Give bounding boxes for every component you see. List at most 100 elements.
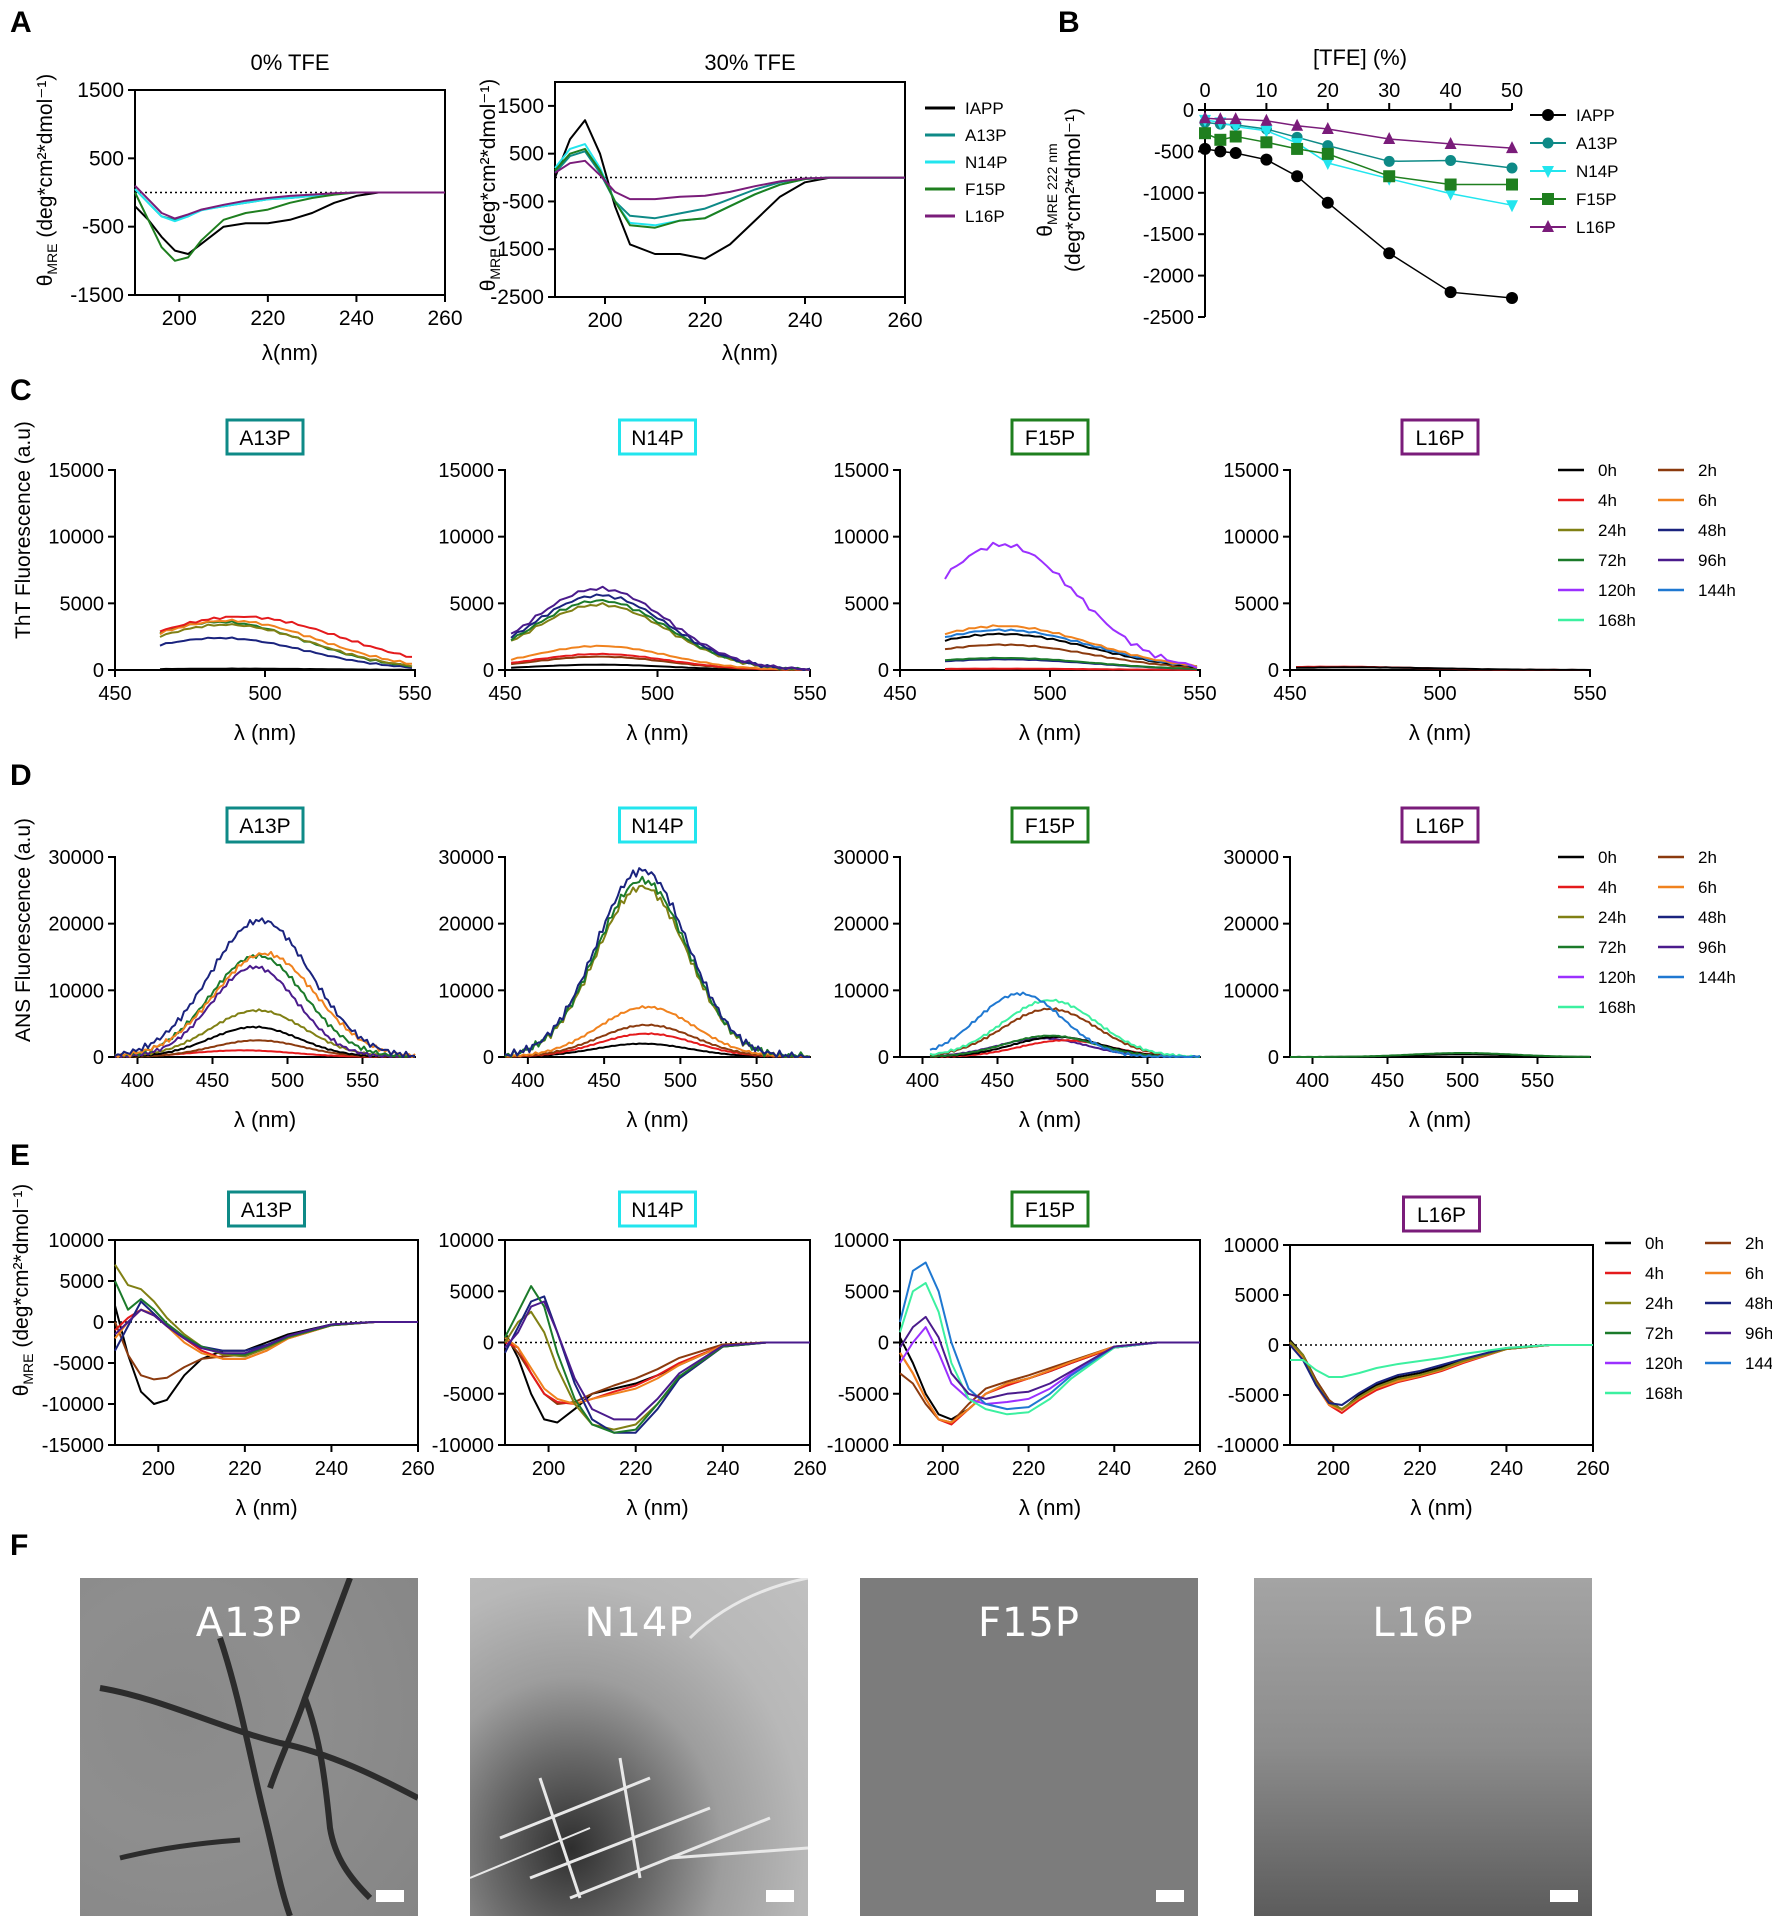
x-tick-label: 450 bbox=[883, 683, 916, 705]
x-tick-label: 50 bbox=[1501, 80, 1523, 102]
series-line-96h bbox=[510, 585, 811, 671]
legend-label-72h: 72h bbox=[1598, 938, 1626, 957]
y-tick-label: 5000 bbox=[1235, 593, 1280, 615]
subplot-l16p: L16P 200 220 240 260 10000 5000 0 -5000 -10000 λ (… bbox=[1217, 1195, 1610, 1520]
x-tick-label: 220 bbox=[250, 307, 285, 330]
x-axis-label: λ (nm) bbox=[626, 1495, 688, 1520]
x-tick-label: 240 bbox=[1098, 1458, 1131, 1480]
series-line-6h bbox=[114, 950, 416, 1058]
panel-b-ylabel-line2: (deg*cm²*dmol⁻¹) bbox=[1062, 108, 1085, 272]
y-tick-label: 0 bbox=[93, 1047, 104, 1069]
y-tick-label: 15000 bbox=[48, 460, 104, 482]
legend-label-n14p: N14P bbox=[965, 153, 1008, 172]
x-tick-label: 400 bbox=[511, 1070, 544, 1092]
y-tick-label: 5000 bbox=[450, 1281, 495, 1303]
x-tick-label: 260 bbox=[1183, 1458, 1216, 1480]
y-tick-label: 5000 bbox=[845, 593, 890, 615]
series-line-2h bbox=[929, 1007, 1201, 1058]
subplot-a13p: A13P 400 450 500 550 30000 20000 10000 0 λ (nm) bbox=[48, 806, 417, 1132]
x-tick-label: 400 bbox=[121, 1070, 154, 1092]
series-line-48h bbox=[1289, 1344, 1593, 1406]
legend-label-iapp: IAPP bbox=[965, 99, 1004, 118]
x-tick-label: 400 bbox=[906, 1070, 939, 1092]
tem-image-f15p: F15P bbox=[860, 1578, 1198, 1916]
point-N14P bbox=[1321, 157, 1334, 170]
legend-label-72h: 72h bbox=[1645, 1324, 1673, 1343]
x-tick-label: 240 bbox=[787, 309, 822, 332]
y-tick-label: 0 bbox=[878, 660, 889, 682]
y-tick-label: -1500 bbox=[490, 238, 544, 261]
scale-bar bbox=[766, 1890, 794, 1902]
panel-letter-e: E bbox=[10, 1139, 30, 1172]
x-tick-label: 200 bbox=[587, 309, 622, 332]
y-tick-label: 5000 bbox=[60, 593, 105, 615]
x-tick-label: 220 bbox=[687, 309, 722, 332]
subplot-l16p: L16P 400 450 500 550 30000 20000 10000 0 λ (nm) bbox=[1223, 806, 1592, 1132]
point-L16P bbox=[1199, 111, 1211, 124]
point-F15P bbox=[1321, 147, 1334, 160]
series-line-6h bbox=[944, 624, 1198, 668]
series-line-2h bbox=[504, 1023, 811, 1058]
y-tick-label: 0 bbox=[483, 660, 494, 682]
y-tick-label: -5000 bbox=[838, 1384, 889, 1406]
series-line-0h bbox=[114, 1025, 416, 1058]
x-tick-label: 500 bbox=[1033, 683, 1066, 705]
legend-label-120h: 120h bbox=[1598, 581, 1636, 600]
y-tick-label: 500 bbox=[509, 143, 544, 166]
y-tick-label: -2500 bbox=[1143, 307, 1194, 329]
subplot-title-box bbox=[227, 1190, 306, 1228]
series-line-96h bbox=[114, 964, 416, 1058]
point-legend-F15P bbox=[1542, 193, 1554, 205]
x-tick-label: 450 bbox=[1273, 683, 1306, 705]
x-tick-label: 260 bbox=[401, 1458, 434, 1480]
panel-a-left-title: 0% TFE bbox=[250, 50, 329, 75]
panel-b-legend: IAPP A13P N14P F15P L16P bbox=[1530, 106, 1619, 237]
x-tick-label: 500 bbox=[1056, 1070, 1089, 1092]
legend-label-6h: 6h bbox=[1745, 1264, 1764, 1283]
y-tick-label: -2500 bbox=[490, 286, 544, 309]
subplot-l16p: L16P 450 500 550 15000 10000 5000 0 λ (nm) bbox=[1223, 418, 1607, 745]
x-tick-label: 500 bbox=[271, 1070, 304, 1092]
x-tick-label: 550 bbox=[1183, 683, 1216, 705]
x-axis-label: λ (nm) bbox=[234, 1107, 296, 1132]
legend-label-168h: 168h bbox=[1598, 611, 1636, 630]
panel-e-ylabel: θMRE (deg*cm²*dmol⁻¹) bbox=[10, 1184, 36, 1397]
subplot-title-l16p: L16P bbox=[1415, 427, 1464, 450]
x-axis-label: λ (nm) bbox=[1409, 1107, 1471, 1132]
panel-e-legend: 0h 4h 24h 72h 120h 168h 2h 6h 48h 96h 144h bbox=[1605, 1234, 1772, 1403]
x-tick-label: 20 bbox=[1317, 80, 1339, 102]
series-line-72h bbox=[944, 656, 1198, 671]
legend-label-f15p: F15P bbox=[965, 180, 1006, 199]
legend-label-6h: 6h bbox=[1698, 491, 1717, 510]
y-tick-label: -10000 bbox=[1217, 1435, 1279, 1457]
x-tick-label: 200 bbox=[926, 1458, 959, 1480]
x-tick-label: 200 bbox=[142, 1458, 175, 1480]
series-line-24h bbox=[504, 884, 811, 1058]
subplot-title-box bbox=[1402, 1195, 1481, 1233]
subplot-title-box bbox=[1010, 806, 1090, 844]
legend-label-120h: 120h bbox=[1645, 1354, 1683, 1373]
x-tick-label: 400 bbox=[1296, 1070, 1329, 1092]
x-tick-label: 220 bbox=[228, 1458, 261, 1480]
y-tick-label: 5000 bbox=[1235, 1285, 1280, 1307]
scale-bar bbox=[376, 1890, 404, 1902]
y-tick-label: 0 bbox=[1183, 100, 1194, 122]
legend-label-168h: 168h bbox=[1645, 1384, 1683, 1403]
point-L16P bbox=[1321, 122, 1334, 135]
x-tick-label: 550 bbox=[398, 683, 431, 705]
tem-image-a13p: A13P bbox=[80, 1578, 418, 1916]
subplot-title-n14p: N14P bbox=[631, 427, 684, 450]
panel-a-left-xlabel: λ(nm) bbox=[262, 340, 318, 365]
plot-frame bbox=[114, 469, 416, 671]
subplot-f15p: F15P 200 220 240 260 10000 5000 0 -5000 -10000 λ (… bbox=[827, 1190, 1217, 1520]
legend-label-l16p: L16P bbox=[1576, 218, 1616, 237]
x-tick-label: 200 bbox=[532, 1458, 565, 1480]
panel-letter-c: C bbox=[10, 374, 32, 407]
point-N14P bbox=[1444, 188, 1457, 201]
legend-label-4h: 4h bbox=[1598, 878, 1617, 897]
series-line-24h bbox=[1289, 1341, 1593, 1410]
x-axis-label: λ (nm) bbox=[626, 1107, 688, 1132]
x-tick-label: 450 bbox=[98, 683, 131, 705]
panel-letter-d: D bbox=[10, 759, 32, 792]
y-tick-label: -1500 bbox=[70, 284, 124, 307]
